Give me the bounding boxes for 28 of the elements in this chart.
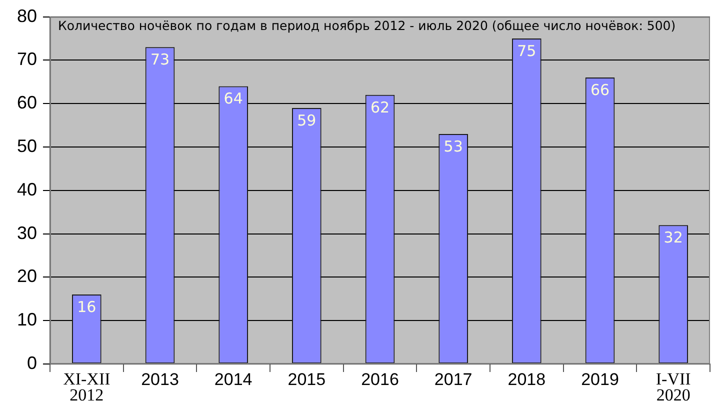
y-tick-label: 0	[26, 352, 37, 373]
y-tick-label: 20	[16, 266, 37, 286]
data-label: 59	[297, 111, 316, 130]
x-tick-label: XI-XII 2012	[63, 370, 111, 405]
x-tick-label: 2015	[288, 370, 326, 390]
x-tick-label: 2019	[581, 370, 619, 390]
data-label: 32	[664, 228, 683, 247]
data-label: 64	[224, 90, 243, 108]
x-tick-label: 2016	[361, 370, 399, 390]
y-tick-label: 10	[16, 310, 37, 330]
data-label: 75	[517, 42, 536, 60]
data-label: 62	[370, 98, 390, 116]
x-tick-label: 2013	[141, 370, 179, 390]
y-tick-label: 70	[16, 49, 37, 70]
x-tick-label: 2017	[434, 370, 472, 390]
x-tick-label: 2014	[214, 370, 252, 390]
chart-title: Количество ночёвок по годам в период ноябрь 2012 - июль 2020 (общее число ночёвок: 500)	[58, 18, 676, 34]
y-tick-label: 40	[16, 179, 37, 200]
y-tick-label: 50	[16, 136, 37, 156]
data-label: 53	[444, 137, 463, 156]
data-label: 73	[150, 50, 170, 69]
y-tick-label: 30	[16, 222, 37, 243]
y-tick-label: 80	[16, 6, 37, 26]
data-label: 66	[590, 80, 610, 99]
x-tick-label: 2018	[508, 370, 546, 390]
y-tick-label: 60	[16, 92, 37, 113]
x-tick-label: I-VII 2020	[656, 370, 692, 405]
data-label: 16	[77, 298, 96, 316]
